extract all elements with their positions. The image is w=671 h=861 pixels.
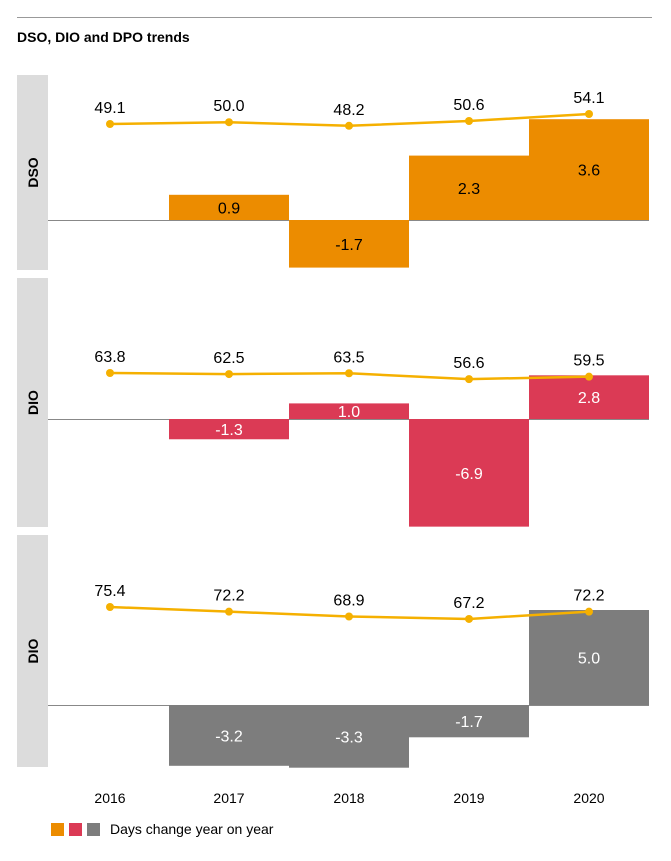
legend-swatch-dso [51,822,64,836]
trend-point [465,375,473,384]
trend-label: 56.6 [453,355,484,372]
panel-label-bg [17,535,48,767]
trend-point [225,607,233,616]
bar-label: -6.9 [455,466,483,483]
bar-label: -3.3 [335,729,363,746]
trend-label: 62.5 [213,350,244,367]
trend-label: 75.4 [94,583,125,600]
trend-point [345,369,353,378]
bar-2018 [289,220,409,268]
trend-point [345,121,353,130]
bar-2020 [529,119,649,220]
trend-point [225,118,233,127]
bar-label: -3.2 [215,728,243,745]
legend-swatch-dio [69,822,82,836]
trend-point [465,117,473,125]
trend-point [585,372,593,381]
trend-point [465,614,473,623]
panel-label-0: DSO [25,157,41,187]
trend-point [345,612,353,621]
trend-label: 59.5 [573,353,604,370]
bar-label: -1.7 [335,237,363,254]
bar-2018 [289,705,409,768]
bar-2019 [409,155,529,220]
bar-2017 [169,194,289,220]
trend-point [106,603,114,611]
bar-2019 [409,705,529,738]
x-tick-label: 2016 [94,790,125,806]
bar-label: 1.0 [338,404,360,421]
trend-label: 54.1 [573,90,604,107]
trend-label: 72.2 [213,588,244,605]
bar-label: -1.3 [215,422,243,439]
bar-2018 [289,403,409,419]
panel-label-bg [17,75,48,270]
bar-label: 5.0 [578,651,600,668]
bar-2019 [409,419,529,527]
x-tick-label: 2018 [333,790,364,806]
bar-2020 [529,375,649,419]
panel-label-2: DIO [25,638,41,663]
panel-label-bg [17,278,48,527]
trend-label: 68.9 [333,592,364,609]
x-tick-label: 2017 [213,790,244,806]
trend-label: 50.6 [453,97,484,114]
trend-point [585,110,593,118]
bar-label: -1.7 [455,714,483,731]
bar-label: 0.9 [218,200,240,217]
trend-label: 63.8 [94,349,125,366]
x-tick-label: 2020 [573,790,604,806]
trend-label: 72.2 [573,588,604,605]
trend-point [585,607,593,616]
legend-swatch-dpo [87,822,100,836]
bar-2017 [169,419,289,440]
trend-point [106,120,114,128]
trend-point [106,369,114,377]
bar-label: 2.8 [578,390,600,407]
trend-label: 67.2 [453,595,484,612]
bar-label: 3.6 [578,163,600,180]
trend-label: 49.1 [94,100,125,117]
bar-2017 [169,705,289,766]
bar-label: 2.3 [458,181,480,198]
trend-point [225,370,233,379]
trend-label: 63.5 [333,349,364,366]
chart-title: DSO, DIO and DPO trends [17,29,190,45]
panel-label-1: DIO [25,390,41,415]
trend-label: 48.2 [333,102,364,119]
x-tick-label: 2019 [453,790,484,806]
bar-2020 [529,610,649,705]
legend-label: Days change year on year [110,821,274,837]
legend: Days change year on year [51,821,273,837]
trend-label: 50.0 [213,98,244,115]
